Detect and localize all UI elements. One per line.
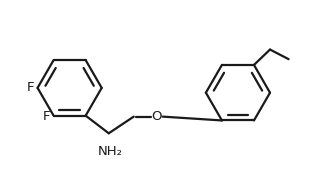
- Text: NH₂: NH₂: [98, 145, 123, 159]
- Text: F: F: [43, 110, 50, 123]
- Text: O: O: [152, 110, 162, 123]
- Text: F: F: [27, 81, 34, 94]
